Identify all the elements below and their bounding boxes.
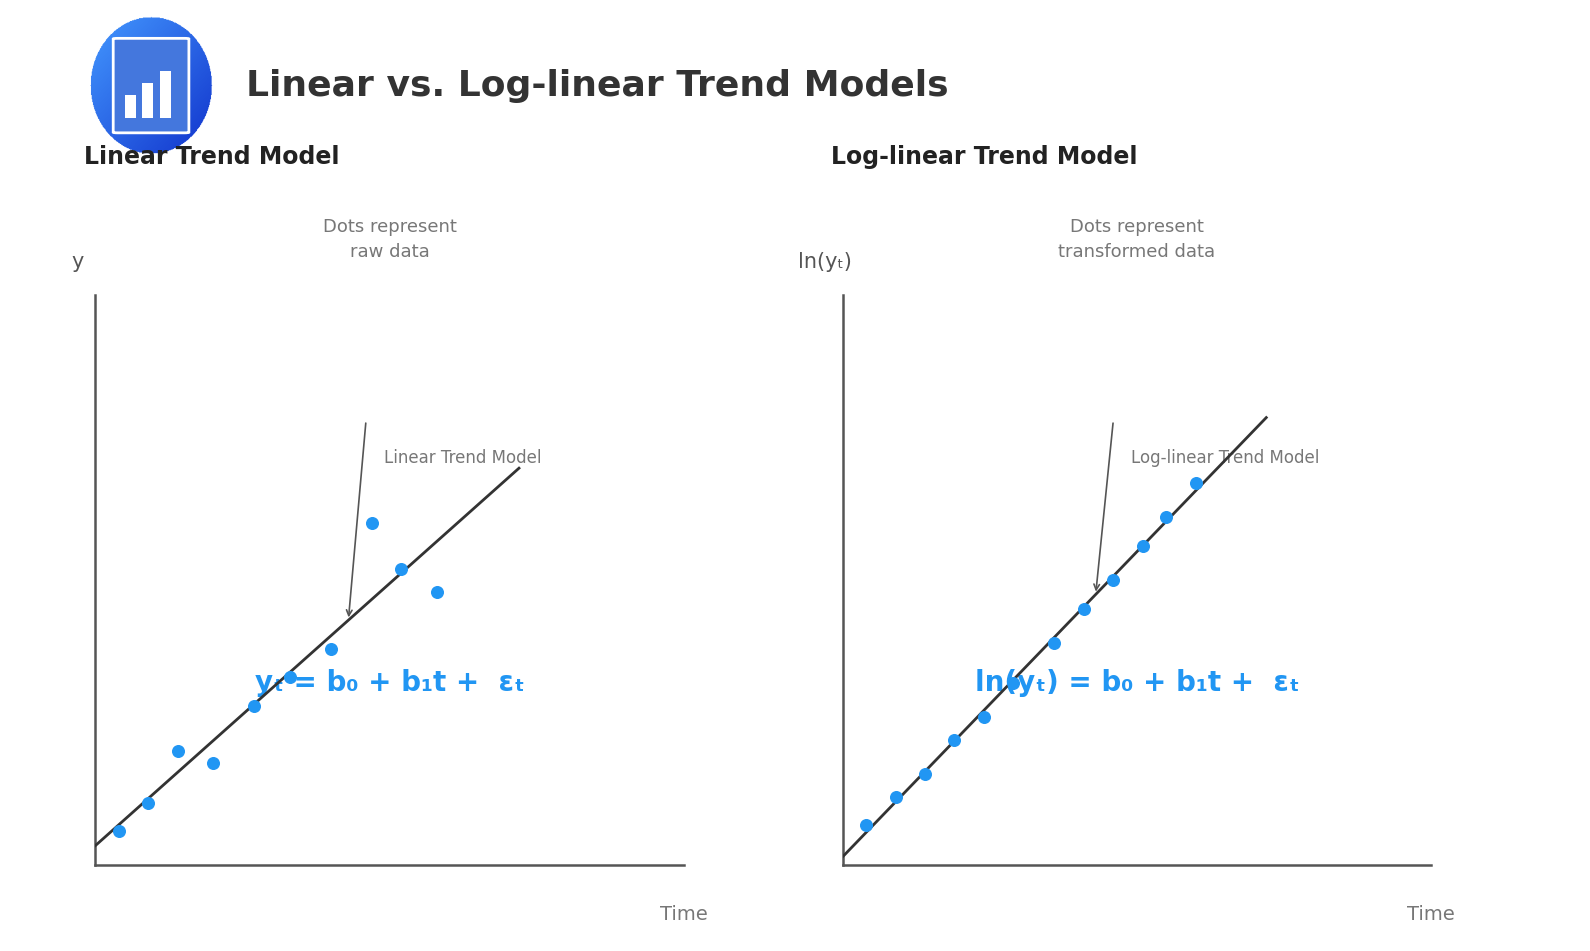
Text: Time: Time	[1407, 905, 1455, 924]
Text: Log-linear Trend Model: Log-linear Trend Model	[1130, 449, 1320, 467]
Text: yₜ = b₀ + b₁t +  εₜ: yₜ = b₀ + b₁t + εₜ	[254, 669, 525, 697]
Point	[200, 755, 226, 770]
FancyBboxPatch shape	[161, 71, 170, 118]
Text: Linear Trend Model: Linear Trend Model	[84, 146, 339, 169]
Text: y: y	[72, 252, 84, 272]
Point	[135, 795, 161, 810]
Text: ln(yₜ): ln(yₜ)	[798, 252, 852, 272]
Text: ln(yₜ) = b₀ + b₁t +  εₜ: ln(yₜ) = b₀ + b₁t + εₜ	[975, 669, 1299, 697]
Point	[165, 744, 191, 759]
Point	[1130, 538, 1156, 553]
Text: Dots represent
transformed data: Dots represent transformed data	[1059, 218, 1215, 261]
Point	[1154, 510, 1180, 525]
Point	[242, 698, 267, 713]
Point	[1041, 635, 1067, 650]
Point	[1100, 573, 1126, 588]
FancyBboxPatch shape	[124, 95, 135, 118]
Point	[107, 824, 132, 839]
Point	[318, 641, 343, 656]
Point	[425, 584, 450, 599]
FancyBboxPatch shape	[142, 83, 153, 118]
FancyBboxPatch shape	[113, 38, 189, 133]
Point	[913, 767, 938, 782]
Point	[277, 670, 302, 685]
Text: Log-linear Trend Model: Log-linear Trend Model	[832, 146, 1137, 169]
Point	[388, 561, 413, 576]
Point	[971, 709, 997, 725]
Text: Linear vs. Log-linear Trend Models: Linear vs. Log-linear Trend Models	[246, 68, 949, 103]
Point	[359, 515, 385, 531]
Point	[941, 732, 967, 747]
Point	[1183, 476, 1208, 491]
Point	[854, 818, 879, 833]
Point	[1000, 675, 1026, 690]
Text: Linear Trend Model: Linear Trend Model	[383, 449, 541, 467]
Text: Dots represent
raw data: Dots represent raw data	[323, 218, 456, 261]
Text: Time: Time	[660, 905, 708, 924]
Point	[1072, 601, 1097, 616]
Point	[882, 789, 908, 805]
